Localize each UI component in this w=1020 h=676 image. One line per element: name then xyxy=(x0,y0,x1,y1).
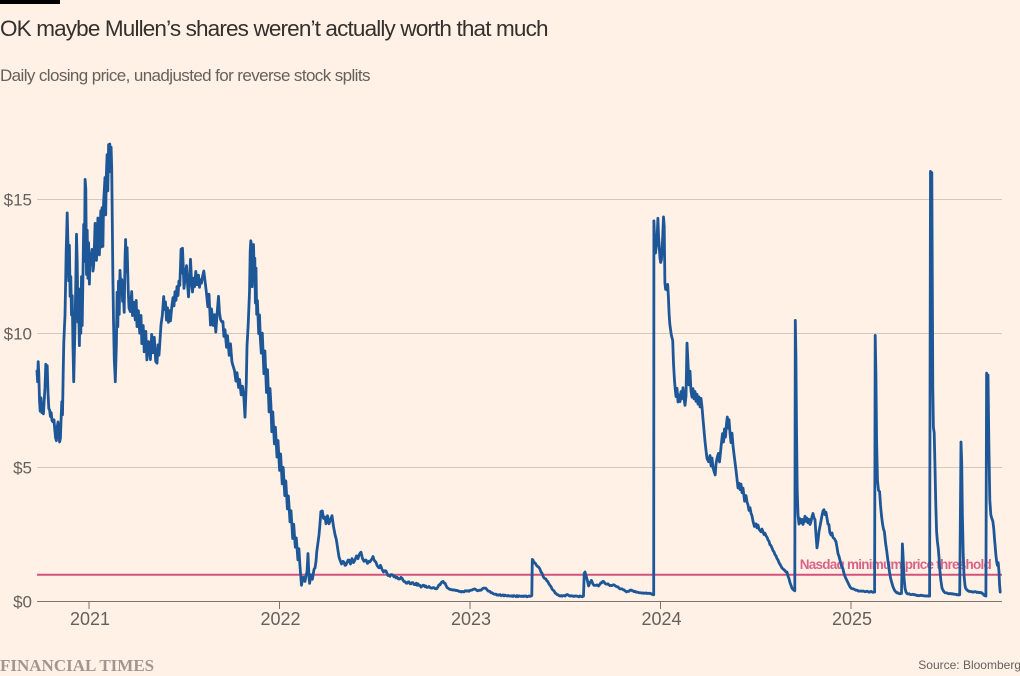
svg-text:$15: $15 xyxy=(4,191,32,210)
svg-text:$10: $10 xyxy=(4,325,32,344)
svg-text:2022: 2022 xyxy=(260,609,300,629)
svg-text:2023: 2023 xyxy=(451,609,491,629)
svg-text:$5: $5 xyxy=(13,459,32,478)
svg-text:Nasdaq minimum price threshold: Nasdaq minimum price threshold xyxy=(800,557,992,572)
svg-text:2024: 2024 xyxy=(641,609,681,629)
svg-text:2025: 2025 xyxy=(832,609,872,629)
svg-text:2021: 2021 xyxy=(70,609,110,629)
svg-text:$0: $0 xyxy=(13,593,32,612)
